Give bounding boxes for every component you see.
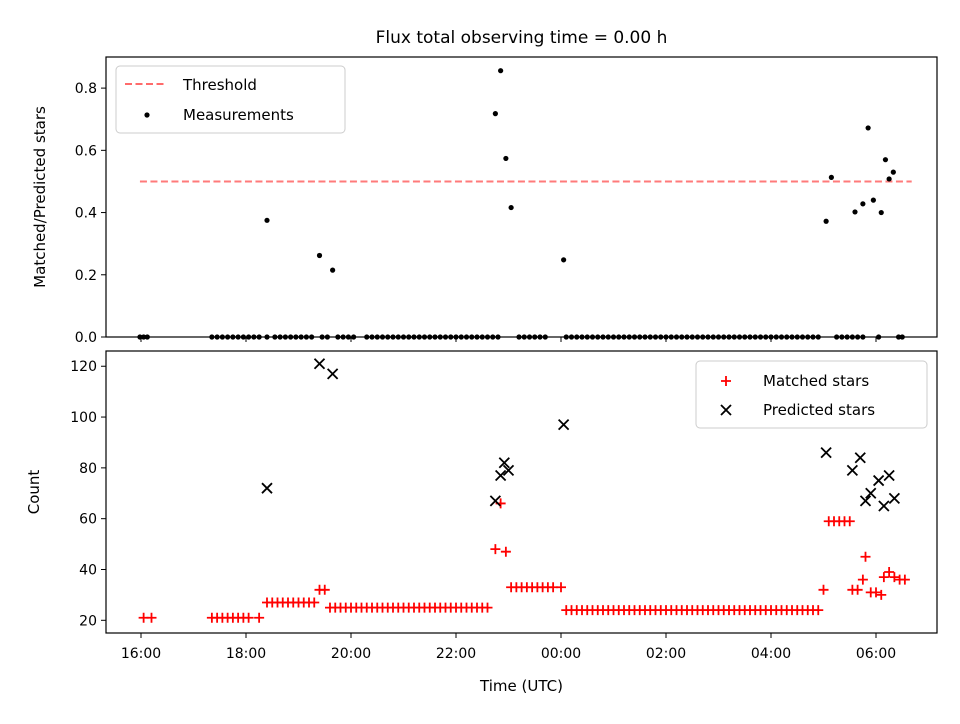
legend-measurement-label: Measurements bbox=[183, 106, 294, 124]
x-tick-label: 00:00 bbox=[541, 646, 581, 662]
matched-star-point bbox=[884, 567, 895, 578]
legend-matched-swatch bbox=[721, 376, 731, 386]
predicted-star-point bbox=[878, 500, 890, 512]
measurement-point bbox=[886, 176, 892, 182]
predicted-star-point bbox=[498, 457, 510, 469]
predicted-star-point bbox=[313, 358, 326, 370]
matched-star-point bbox=[243, 612, 254, 623]
top-legend: Threshold Measurements bbox=[115, 65, 346, 134]
bottom-legend-box bbox=[695, 360, 928, 429]
bottom-y-axis-label: Count bbox=[25, 470, 43, 515]
x-tick-label: 18:00 bbox=[226, 646, 266, 662]
predicted-star-point bbox=[846, 464, 859, 477]
x-tick-label: 06:00 bbox=[856, 646, 896, 662]
predicted-star-point bbox=[557, 419, 570, 431]
predicted-star-point bbox=[261, 482, 273, 494]
predicted-star-point bbox=[502, 464, 515, 477]
top-y-tick-label: 0.2 bbox=[75, 268, 97, 284]
x-tick-label: 16:00 bbox=[121, 646, 161, 662]
matched-star-point bbox=[490, 544, 501, 555]
measurement-point bbox=[498, 68, 504, 74]
matched-star-point bbox=[871, 587, 881, 598]
matched-star-point bbox=[500, 546, 511, 557]
legend-measurement-swatch bbox=[144, 112, 150, 118]
matched-star-point bbox=[860, 551, 871, 562]
bottom-y-tick-label: 60 bbox=[79, 512, 97, 528]
measurement-point bbox=[860, 201, 866, 207]
legend-predicted-swatch bbox=[720, 404, 732, 416]
matched-star-point bbox=[844, 516, 855, 527]
matched-star-point bbox=[818, 584, 829, 595]
predicted-star-point bbox=[326, 368, 339, 380]
matched-star-point bbox=[813, 605, 824, 616]
bottom-y-tick-label: 100 bbox=[70, 410, 97, 426]
predicted-star-point bbox=[820, 446, 832, 459]
predicted-star-point bbox=[859, 495, 872, 507]
measurement-point bbox=[508, 204, 514, 211]
measurement-point bbox=[870, 197, 876, 203]
top-axes-frame bbox=[105, 56, 938, 338]
top-y-tick-label: 0.4 bbox=[75, 206, 97, 222]
matched-star-point bbox=[254, 612, 265, 623]
predicted-star-point bbox=[494, 469, 507, 482]
measurement-point bbox=[264, 217, 270, 223]
matched-star-point bbox=[852, 584, 863, 595]
measurement-point bbox=[561, 257, 567, 263]
measurement-point bbox=[503, 155, 509, 162]
predicted-star-point bbox=[489, 495, 502, 507]
top-y-tick-label: 0.0 bbox=[75, 330, 97, 346]
measurement-point bbox=[828, 174, 834, 180]
legend-predicted-label: Predicted stars bbox=[763, 401, 875, 419]
predicted-star-point bbox=[872, 474, 885, 487]
measurement-point bbox=[890, 169, 896, 175]
predicted-star-point bbox=[865, 487, 877, 499]
bottom-y-tick-label: 80 bbox=[79, 461, 97, 477]
measurement-point bbox=[330, 267, 336, 273]
matched-star-point bbox=[319, 584, 330, 595]
bottom-y-tick-label: 40 bbox=[79, 562, 97, 578]
top-legend-box bbox=[115, 65, 346, 134]
predicted-star-point bbox=[888, 492, 901, 504]
matched-star-point bbox=[482, 602, 493, 613]
matched-star-point bbox=[146, 612, 157, 623]
legend-threshold-label: Threshold bbox=[182, 76, 257, 94]
matched-star-point bbox=[899, 574, 910, 585]
measurement-point bbox=[865, 125, 871, 131]
top-y-tick-label: 0.6 bbox=[75, 143, 97, 159]
bottom-legend: Matched stars Predicted stars bbox=[695, 360, 928, 429]
predicted-star-point bbox=[883, 469, 895, 482]
matched-star-point bbox=[857, 574, 868, 585]
legend-matched-label: Matched stars bbox=[763, 372, 869, 390]
measurement-point bbox=[492, 111, 498, 117]
x-tick-label: 20:00 bbox=[331, 646, 371, 662]
x-axis-label: Time (UTC) bbox=[479, 677, 563, 695]
bottom-panel: Count Time (UTC) 20 40 60 80 100 120 16:00 18:00 2… bbox=[25, 350, 938, 695]
x-tick-label: 02:00 bbox=[646, 646, 686, 662]
matched-star-point bbox=[878, 572, 889, 583]
top-y-tick-label: 0.8 bbox=[75, 81, 97, 97]
x-tick-label: 04:00 bbox=[751, 646, 791, 662]
matched-star-point bbox=[876, 589, 887, 600]
matched-star-point bbox=[309, 597, 320, 608]
x-tick-label: 22:00 bbox=[436, 646, 476, 662]
measurement-point bbox=[878, 209, 884, 216]
predicted-star-point bbox=[854, 452, 866, 464]
bottom-axes-frame bbox=[105, 350, 938, 634]
bottom-y-tick-label: 120 bbox=[70, 359, 97, 375]
matched-star-point bbox=[556, 582, 566, 593]
measurement-point bbox=[852, 209, 858, 215]
chart-title: Flux total observing time = 0.00 h bbox=[376, 28, 668, 48]
measurement-point bbox=[882, 157, 889, 163]
measurement-point bbox=[823, 218, 829, 224]
top-y-axis-label: Matched/Predicted stars bbox=[31, 106, 49, 288]
measurement-point bbox=[316, 252, 323, 259]
matched-star-point bbox=[889, 572, 900, 583]
top-panel: Flux total observing time = 0.00 h Matche… bbox=[31, 28, 938, 346]
bottom-y-tick-label: 20 bbox=[79, 613, 97, 629]
